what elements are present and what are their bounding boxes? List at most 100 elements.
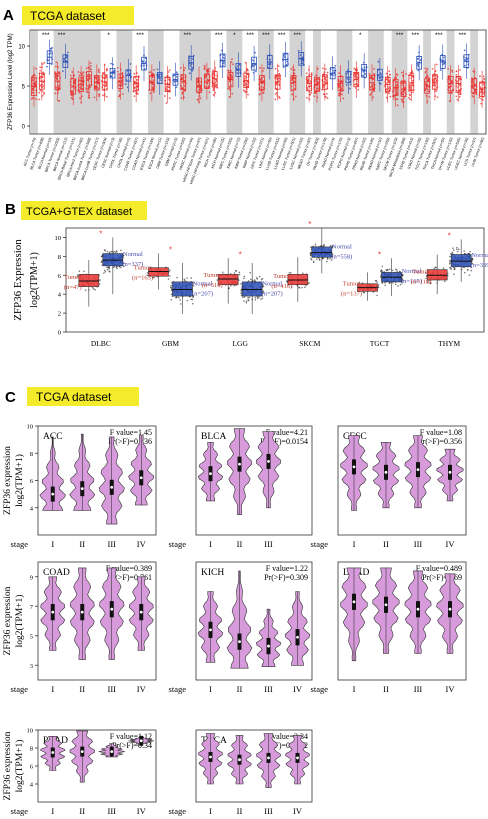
panel-b-point [387,269,389,271]
panel-b-point [449,255,451,258]
panel-b-significance: * [378,250,381,259]
panel-b-point [233,272,236,274]
panel-b-tumor-label: Tumor [273,273,291,280]
panel-b-point [288,271,291,274]
panel-c-f-value: F value=1.08 [420,428,462,437]
panel-b-point [238,273,241,276]
panel-a-point [243,77,246,80]
panel-b-point [331,253,334,255]
panel-b-point [247,296,249,299]
panel-a-point [110,62,112,65]
panel-a-ytick-label: 10 [18,45,25,51]
panel-b-letter: B [5,201,16,218]
panel-a-point [105,67,108,70]
panel-a-point [42,85,45,88]
panel-c-ytick-label: 6 [30,478,34,485]
panel-b-tumor-n: (n=518) [202,282,223,289]
panel-b-point [106,250,109,253]
panel-c-median [238,462,241,466]
panel-c-median [51,492,55,496]
panel-c-stage-tick: III [414,539,423,549]
panel-b-xtick-label: DLBC [91,339,111,348]
panel-b-point [191,302,194,305]
panel-b-point [304,286,306,289]
panel-c-median [80,610,84,614]
panel-c-ylabel: ZFP36 expression [3,731,13,800]
panel-c-f-value: F value=1.45 [110,428,152,437]
panel-c-ytick-label: 8 [30,746,33,753]
panel-c-stage-label: stage [169,684,187,694]
panel-b-point [76,274,79,276]
panel-a-point [305,72,308,75]
panel-b-point [146,272,149,274]
panel-a-point [325,92,328,95]
panel-c-median [238,758,241,762]
panel-c-p-value: Pr(>F)=0.34 [112,741,152,750]
panel-a-point [63,57,65,60]
panel-a-point [479,81,482,84]
panel-a-significance: *** [294,32,302,39]
panel-b-point [391,269,394,272]
panel-a-point [364,73,366,75]
panel-a-point [431,67,434,70]
panel-c-stage-tick: II [237,539,243,549]
panel-b-point [169,269,171,271]
panel-b-point [108,267,111,270]
panel-a-point [43,61,46,64]
panel-b-tumor-n: (n=163) [132,274,153,281]
panel-b-point [119,249,122,252]
panel-b-point [463,250,465,252]
panel-c-median [110,485,114,489]
panel-a-point [55,61,58,64]
panel-a-point [231,92,234,95]
panel-c-stage-tick: I [51,806,54,816]
panel-a-point [277,75,280,78]
panel-a-point [373,90,376,93]
panel-b-significance: * [239,250,242,259]
panel-a-point [173,74,176,77]
panel-a-point [212,76,215,79]
panel-a-point [97,69,100,72]
panel-a-point [134,76,137,79]
panel-a-point [133,72,136,75]
panel-c-f-value: F value=1.22 [266,564,308,573]
panel-c-stage-tick: I [353,684,356,694]
panel-a-point [136,79,139,81]
panel-a-point [183,85,186,88]
panel-b-point [215,274,218,276]
panel-a-point [479,75,481,78]
panel-a-point [275,75,278,78]
panel-b-point [463,271,466,274]
panel-a-point [283,53,286,56]
panel-a-point [348,87,351,90]
panel-c-stage-tick: II [79,684,85,694]
panel-b-point [167,278,170,280]
panel-a-point [110,75,113,77]
panel-c-stage-tick: I [209,539,212,549]
panel-a-point [326,97,329,100]
panel-b-title-bg [21,201,147,220]
panel-c-stage-tick: IV [446,539,456,549]
panel-a-point [73,82,76,84]
panel-c-median [448,470,452,474]
panel-a-point [228,87,231,90]
panel-a-point [128,72,131,75]
panel-b-point [429,282,432,285]
panel-a-point [35,67,38,70]
panel-a-point [33,81,36,84]
panel-c-stage-tick: III [414,684,423,694]
panel-b-point [192,282,195,284]
panel-a-point [424,71,427,74]
panel-a-point [417,69,419,72]
panel-c-plot-name: COAD [43,568,70,578]
panel-c-plot-name: KICH [201,568,224,578]
panel-a-point [297,49,300,52]
panel-a-point [203,67,206,70]
panel-a-point [456,98,459,101]
panel-a-point [165,86,168,88]
panel-a-point [94,85,97,88]
panel-a-point [346,77,349,80]
panel-b-point [243,300,245,302]
panel-a-point [179,66,182,69]
